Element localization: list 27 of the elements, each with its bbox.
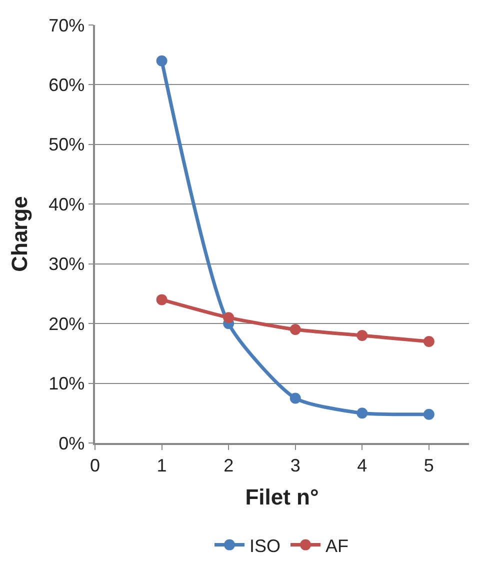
x-tick-label: 1	[156, 455, 167, 476]
y-tick-label: 50%	[48, 134, 85, 155]
x-tick-label: 4	[357, 455, 368, 476]
y-tick-label: 70%	[48, 15, 85, 36]
y-axis-title: Charge	[6, 196, 32, 272]
y-tick-label: 30%	[48, 254, 85, 274]
point	[290, 392, 301, 404]
x-tick-label: 5	[424, 455, 434, 476]
y-tick-label: 10%	[48, 374, 85, 394]
point	[423, 336, 434, 347]
point	[290, 324, 301, 336]
point	[356, 408, 368, 419]
x-tick-label: 3	[290, 455, 300, 476]
y-tick-label: 60%	[48, 75, 85, 96]
x-tick-label: 2	[224, 455, 234, 476]
legend-label: AF	[326, 536, 349, 556]
point	[423, 408, 434, 420]
point	[223, 312, 234, 324]
y-tick-label: 40%	[48, 194, 85, 214]
y-tick-label: 0%	[58, 433, 85, 454]
legend-label: ISO	[250, 536, 281, 556]
x-tick-label: 0	[90, 455, 100, 476]
x-axis-title: Filet n°	[245, 484, 319, 510]
point	[356, 330, 368, 342]
point	[156, 55, 168, 66]
point	[156, 294, 168, 306]
y-tick-label: 20%	[48, 314, 85, 334]
